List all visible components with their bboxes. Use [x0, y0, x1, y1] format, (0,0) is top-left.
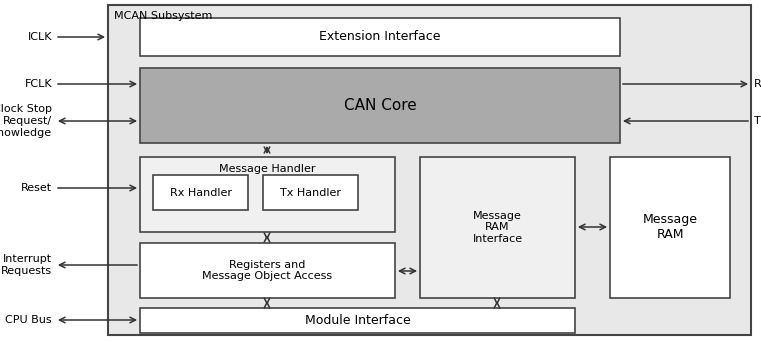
Bar — [140, 243, 395, 298]
Text: RX: RX — [754, 79, 761, 89]
Text: CAN Core: CAN Core — [344, 98, 416, 113]
Bar — [108, 5, 751, 335]
Bar — [140, 308, 575, 333]
Text: Reset: Reset — [21, 183, 52, 193]
Text: Clock Stop
Request/
Acknowledge: Clock Stop Request/ Acknowledge — [0, 104, 52, 138]
Bar — [140, 157, 395, 232]
Text: Registers and
Message Object Access: Registers and Message Object Access — [202, 260, 333, 281]
Text: Rx Handler: Rx Handler — [170, 188, 231, 197]
Text: CPU Bus: CPU Bus — [5, 315, 52, 325]
Text: Extension Interface: Extension Interface — [320, 30, 441, 44]
Text: Module Interface: Module Interface — [304, 314, 410, 327]
Bar — [140, 18, 620, 56]
Text: Tx Handler: Tx Handler — [280, 188, 341, 197]
Text: ICLK: ICLK — [27, 32, 52, 42]
Text: FCLK: FCLK — [24, 79, 52, 89]
Bar — [610, 157, 730, 298]
Text: Message Handler: Message Handler — [219, 164, 316, 174]
Text: Interrupt
Requests: Interrupt Requests — [1, 254, 52, 276]
Bar — [420, 157, 575, 298]
Bar — [153, 175, 248, 210]
Bar — [140, 68, 620, 143]
Text: TX: TX — [754, 116, 761, 126]
Bar — [263, 175, 358, 210]
Text: Message
RAM
Interface: Message RAM Interface — [473, 211, 523, 244]
Text: MCAN Subsystem: MCAN Subsystem — [114, 11, 212, 21]
Text: Message
RAM: Message RAM — [642, 213, 698, 241]
